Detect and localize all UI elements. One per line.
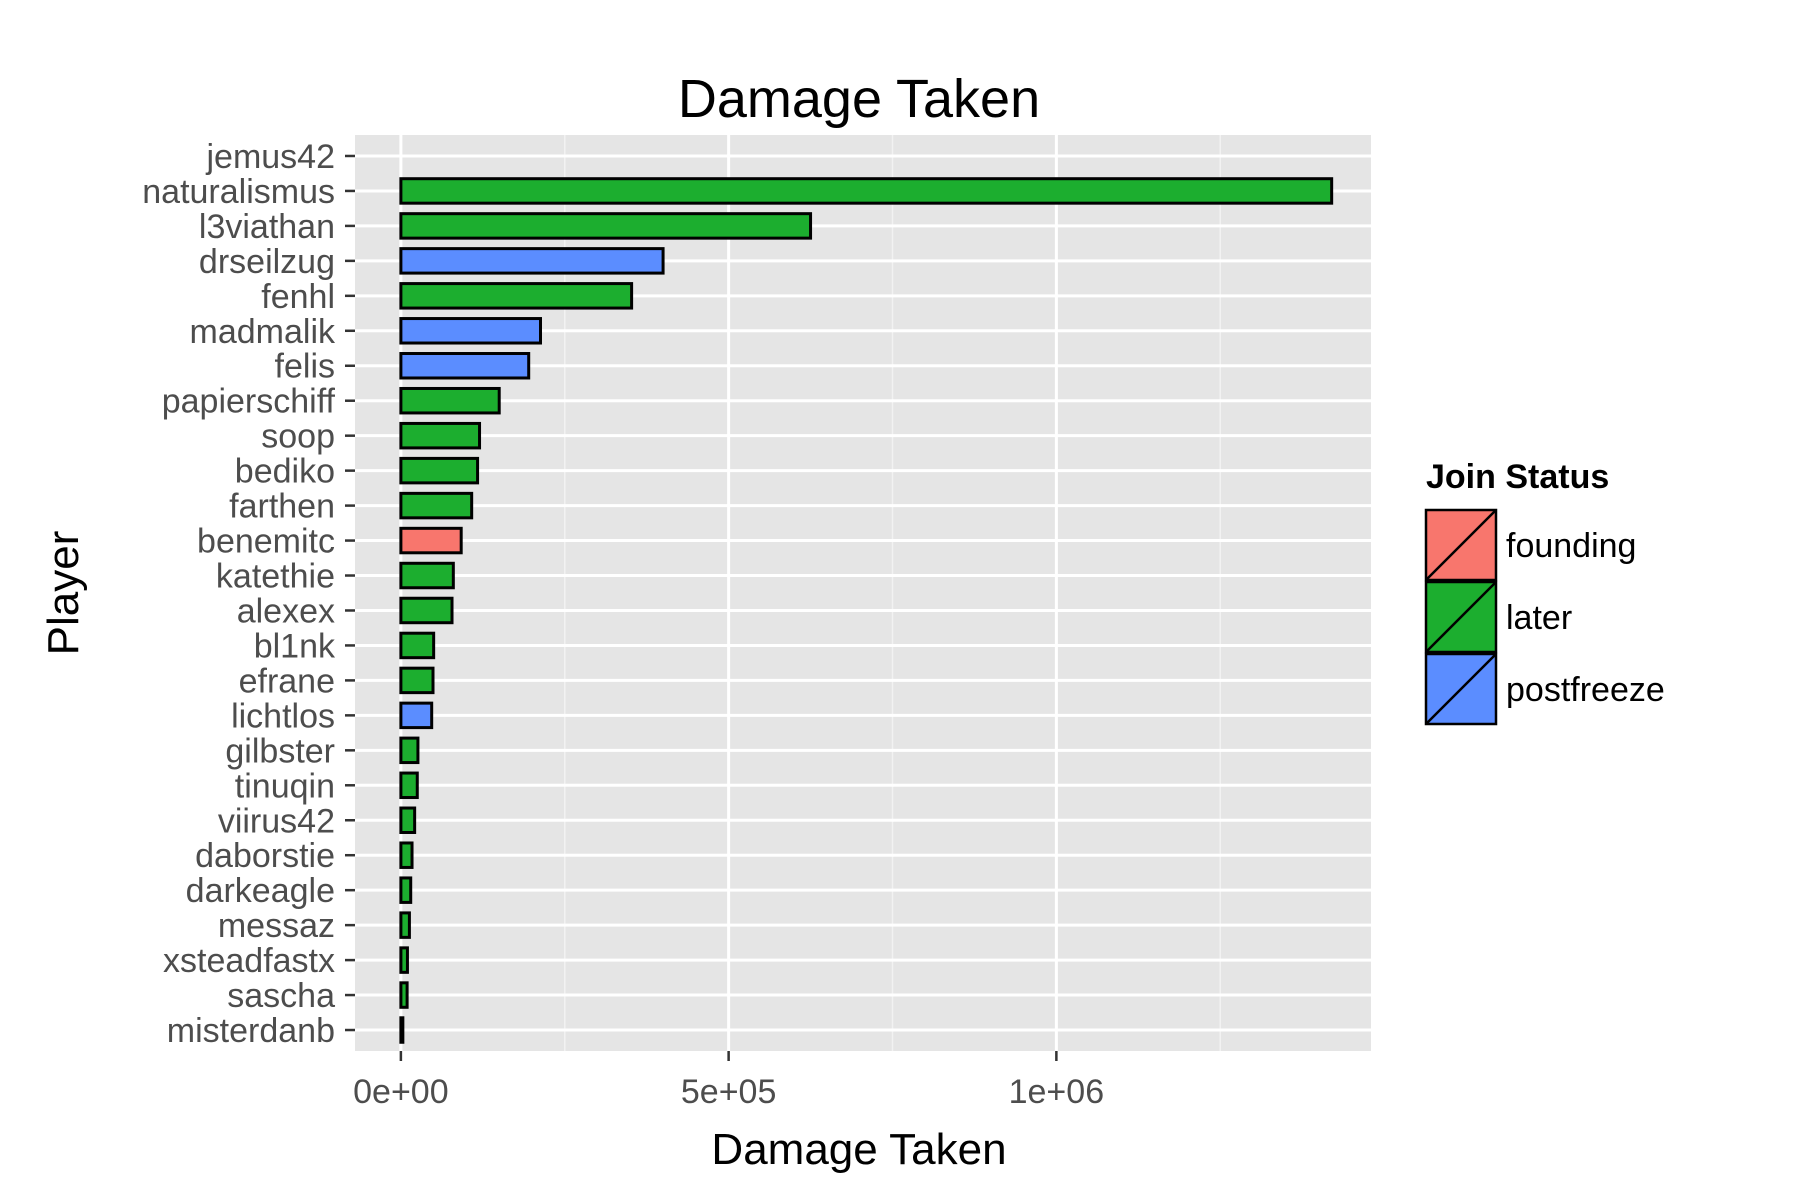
y-tick-label-papierschiff: papierschiff (162, 383, 336, 421)
y-tick-label-felis: felis (275, 348, 335, 386)
y-tick-label-bediko: bediko (235, 453, 335, 491)
y-tick-label-lichtlos: lichtlos (231, 697, 335, 735)
legend-title: Join Status (1426, 458, 1609, 496)
x-tick-label-1: 5e+05 (681, 1073, 777, 1111)
y-tick-label-gilbster: gilbster (225, 732, 335, 770)
y-axis: jemus42naturalismusl3viathandrseilzugfen… (142, 138, 355, 1050)
bar-darkeagle (399, 876, 413, 904)
bar-felis (399, 352, 531, 380)
x-axis: 0e+00 5e+05 1e+06 (353, 1051, 1104, 1111)
legend-key-slash-later (1425, 581, 1497, 653)
bar-xsteadfastx (399, 946, 409, 974)
y-tick-label-madmalik: madmalik (190, 313, 336, 351)
y-tick-label-alexex: alexex (237, 592, 335, 630)
y-tick-label-soop: soop (261, 418, 335, 456)
y-tick-label-daborstie: daborstie (195, 837, 335, 875)
bar-daborstie (399, 841, 414, 869)
bar-misterdanb (399, 1016, 405, 1044)
bar-messaz (399, 911, 411, 939)
y-tick-label-bl1nk: bl1nk (254, 627, 336, 665)
bar-bl1nk (399, 631, 436, 660)
y-axis-title: Player (39, 531, 88, 656)
bar-madmalik (399, 317, 543, 345)
y-tick-label-drseilzug: drseilzug (199, 243, 335, 281)
y-tick-label-naturalismus: naturalismus (142, 173, 335, 211)
y-tick-label-farthen: farthen (229, 488, 335, 526)
bar-papierschiff (399, 386, 501, 415)
x-tick-label-0: 0e+00 (353, 1073, 449, 1111)
y-tick-label-darkeagle: darkeagle (186, 872, 335, 910)
bar-tinuqin (399, 771, 419, 800)
y-tick-label-jemus42: jemus42 (205, 138, 335, 176)
bar-efrane (399, 666, 435, 695)
bar-drseilzug (399, 247, 665, 275)
bar-soop (399, 421, 482, 450)
chart-title: Damage Taken (678, 69, 1040, 129)
x-tick-label-2: 1e+06 (1009, 1073, 1105, 1111)
legend-key-slash-founding (1425, 509, 1497, 581)
legend-label-later: later (1506, 599, 1572, 637)
bar-lichtlos (399, 701, 434, 730)
y-tick-label-benemitc: benemitc (197, 523, 335, 561)
y-tick-label-tinuqin: tinuqin (235, 767, 335, 805)
bar-katethie (399, 561, 455, 590)
y-tick-label-fenhl: fenhl (261, 278, 335, 316)
bar-bediko (399, 456, 480, 485)
bars (399, 177, 1334, 1044)
bar-fenhl (399, 282, 634, 310)
bar-sascha (399, 981, 409, 1009)
y-tick-label-l3viathan: l3viathan (199, 208, 335, 246)
bar-gilbster (399, 736, 420, 765)
legend: Join Status founding later postfreeze (1424, 458, 1665, 726)
y-tick-label-viirus42: viirus42 (218, 802, 335, 840)
bar-alexex (399, 596, 454, 625)
bar-benemitc (399, 526, 463, 555)
y-tick-label-sascha: sascha (227, 977, 335, 1015)
bar-naturalismus (399, 177, 1334, 205)
y-tick-label-messaz: messaz (218, 907, 335, 945)
legend-key-slash-postfreeze (1425, 653, 1497, 725)
x-axis-title: Damage Taken (711, 1125, 1006, 1174)
y-tick-label-misterdanb: misterdanb (167, 1012, 335, 1050)
legend-label-founding: founding (1506, 527, 1636, 565)
y-tick-label-katethie: katethie (216, 558, 335, 596)
y-tick-label-efrane: efrane (239, 662, 335, 700)
y-tick-label-xsteadfastx: xsteadfastx (163, 942, 335, 980)
legend-label-postfreeze: postfreeze (1506, 671, 1665, 709)
bar-l3viathan (399, 212, 813, 240)
bar-viirus42 (399, 806, 417, 834)
bar-farthen (399, 491, 474, 520)
